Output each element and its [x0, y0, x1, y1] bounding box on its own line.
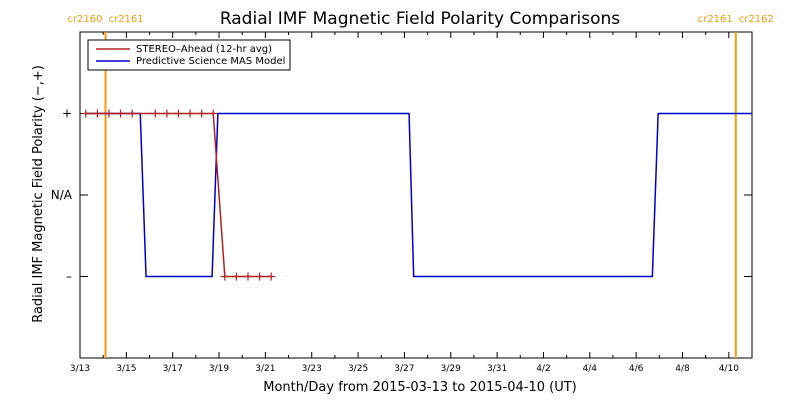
data-point	[116, 109, 125, 118]
x-tick-label: 3/29	[441, 364, 461, 374]
data-point	[128, 109, 137, 118]
chart-title: Radial IMF Magnetic Field Polarity Compa…	[220, 9, 620, 29]
x-tick-label: 4/2	[536, 364, 550, 374]
y-tick-label: –	[66, 270, 72, 284]
data-point	[186, 109, 195, 118]
x-tick-label: 3/13	[70, 364, 90, 374]
legend: STEREO–Ahead (12-hr avg) Predictive Scie…	[87, 39, 291, 71]
data-point	[267, 272, 276, 281]
y-tick-label: +	[62, 107, 72, 121]
x-tick-label: 4/6	[629, 364, 644, 374]
legend-label-stereo: STEREO–Ahead (12-hr avg)	[136, 44, 272, 55]
legend-box	[87, 39, 291, 71]
x-tick-label: 3/21	[255, 364, 275, 374]
data-point	[93, 109, 102, 118]
data-point	[255, 272, 264, 281]
x-tick-label: 4/8	[675, 364, 690, 374]
carrington-label: cr2162	[739, 14, 774, 25]
data-point	[104, 109, 113, 118]
y-axis-label: Radial IMF Magnetic Field Polarity (−,+)	[31, 65, 46, 323]
x-tick-label: 4/4	[583, 364, 598, 374]
x-ticks: 3/13 3/15 3/17 3/19 3/21 3/23 3/25 3/27 3/29 3/31…	[70, 32, 739, 374]
series-line-stereo	[85, 112, 272, 278]
series-line-mas	[84, 112, 752, 278]
x-tick-label: 3/31	[487, 364, 507, 374]
x-tick-label: 3/19	[209, 364, 229, 374]
x-tick-label: 4/10	[719, 364, 739, 374]
data-point	[220, 272, 229, 281]
data-point	[197, 109, 206, 118]
y-ticks: + N/A –	[51, 107, 752, 284]
legend-label-mas: Predictive Science MAS Model	[136, 56, 285, 67]
series-group	[81, 109, 752, 281]
x-axis-label: Month/Day from 2015-03-13 to 2015-04-10 …	[263, 380, 576, 395]
carrington-label: cr2161	[698, 14, 733, 25]
data-point	[209, 109, 218, 118]
x-tick-label: 3/25	[348, 364, 368, 374]
plot-frame	[79, 31, 753, 359]
x-tick-label: 3/17	[163, 364, 183, 374]
data-point	[244, 272, 252, 281]
carrington-markers: cr2160 cr2161 cr2161 cr2162	[67, 14, 774, 358]
x-tick-label: 3/27	[394, 364, 414, 374]
x-tick-label: 3/15	[116, 364, 136, 374]
y-tick-label: N/A	[51, 188, 73, 202]
data-point	[174, 109, 183, 118]
data-point	[232, 272, 241, 281]
data-point	[151, 109, 160, 118]
x-tick-label: 3/23	[302, 364, 322, 374]
carrington-label: cr2161	[108, 14, 143, 25]
data-point	[162, 109, 171, 118]
data-point	[81, 109, 90, 118]
carrington-label: cr2160	[67, 14, 102, 25]
